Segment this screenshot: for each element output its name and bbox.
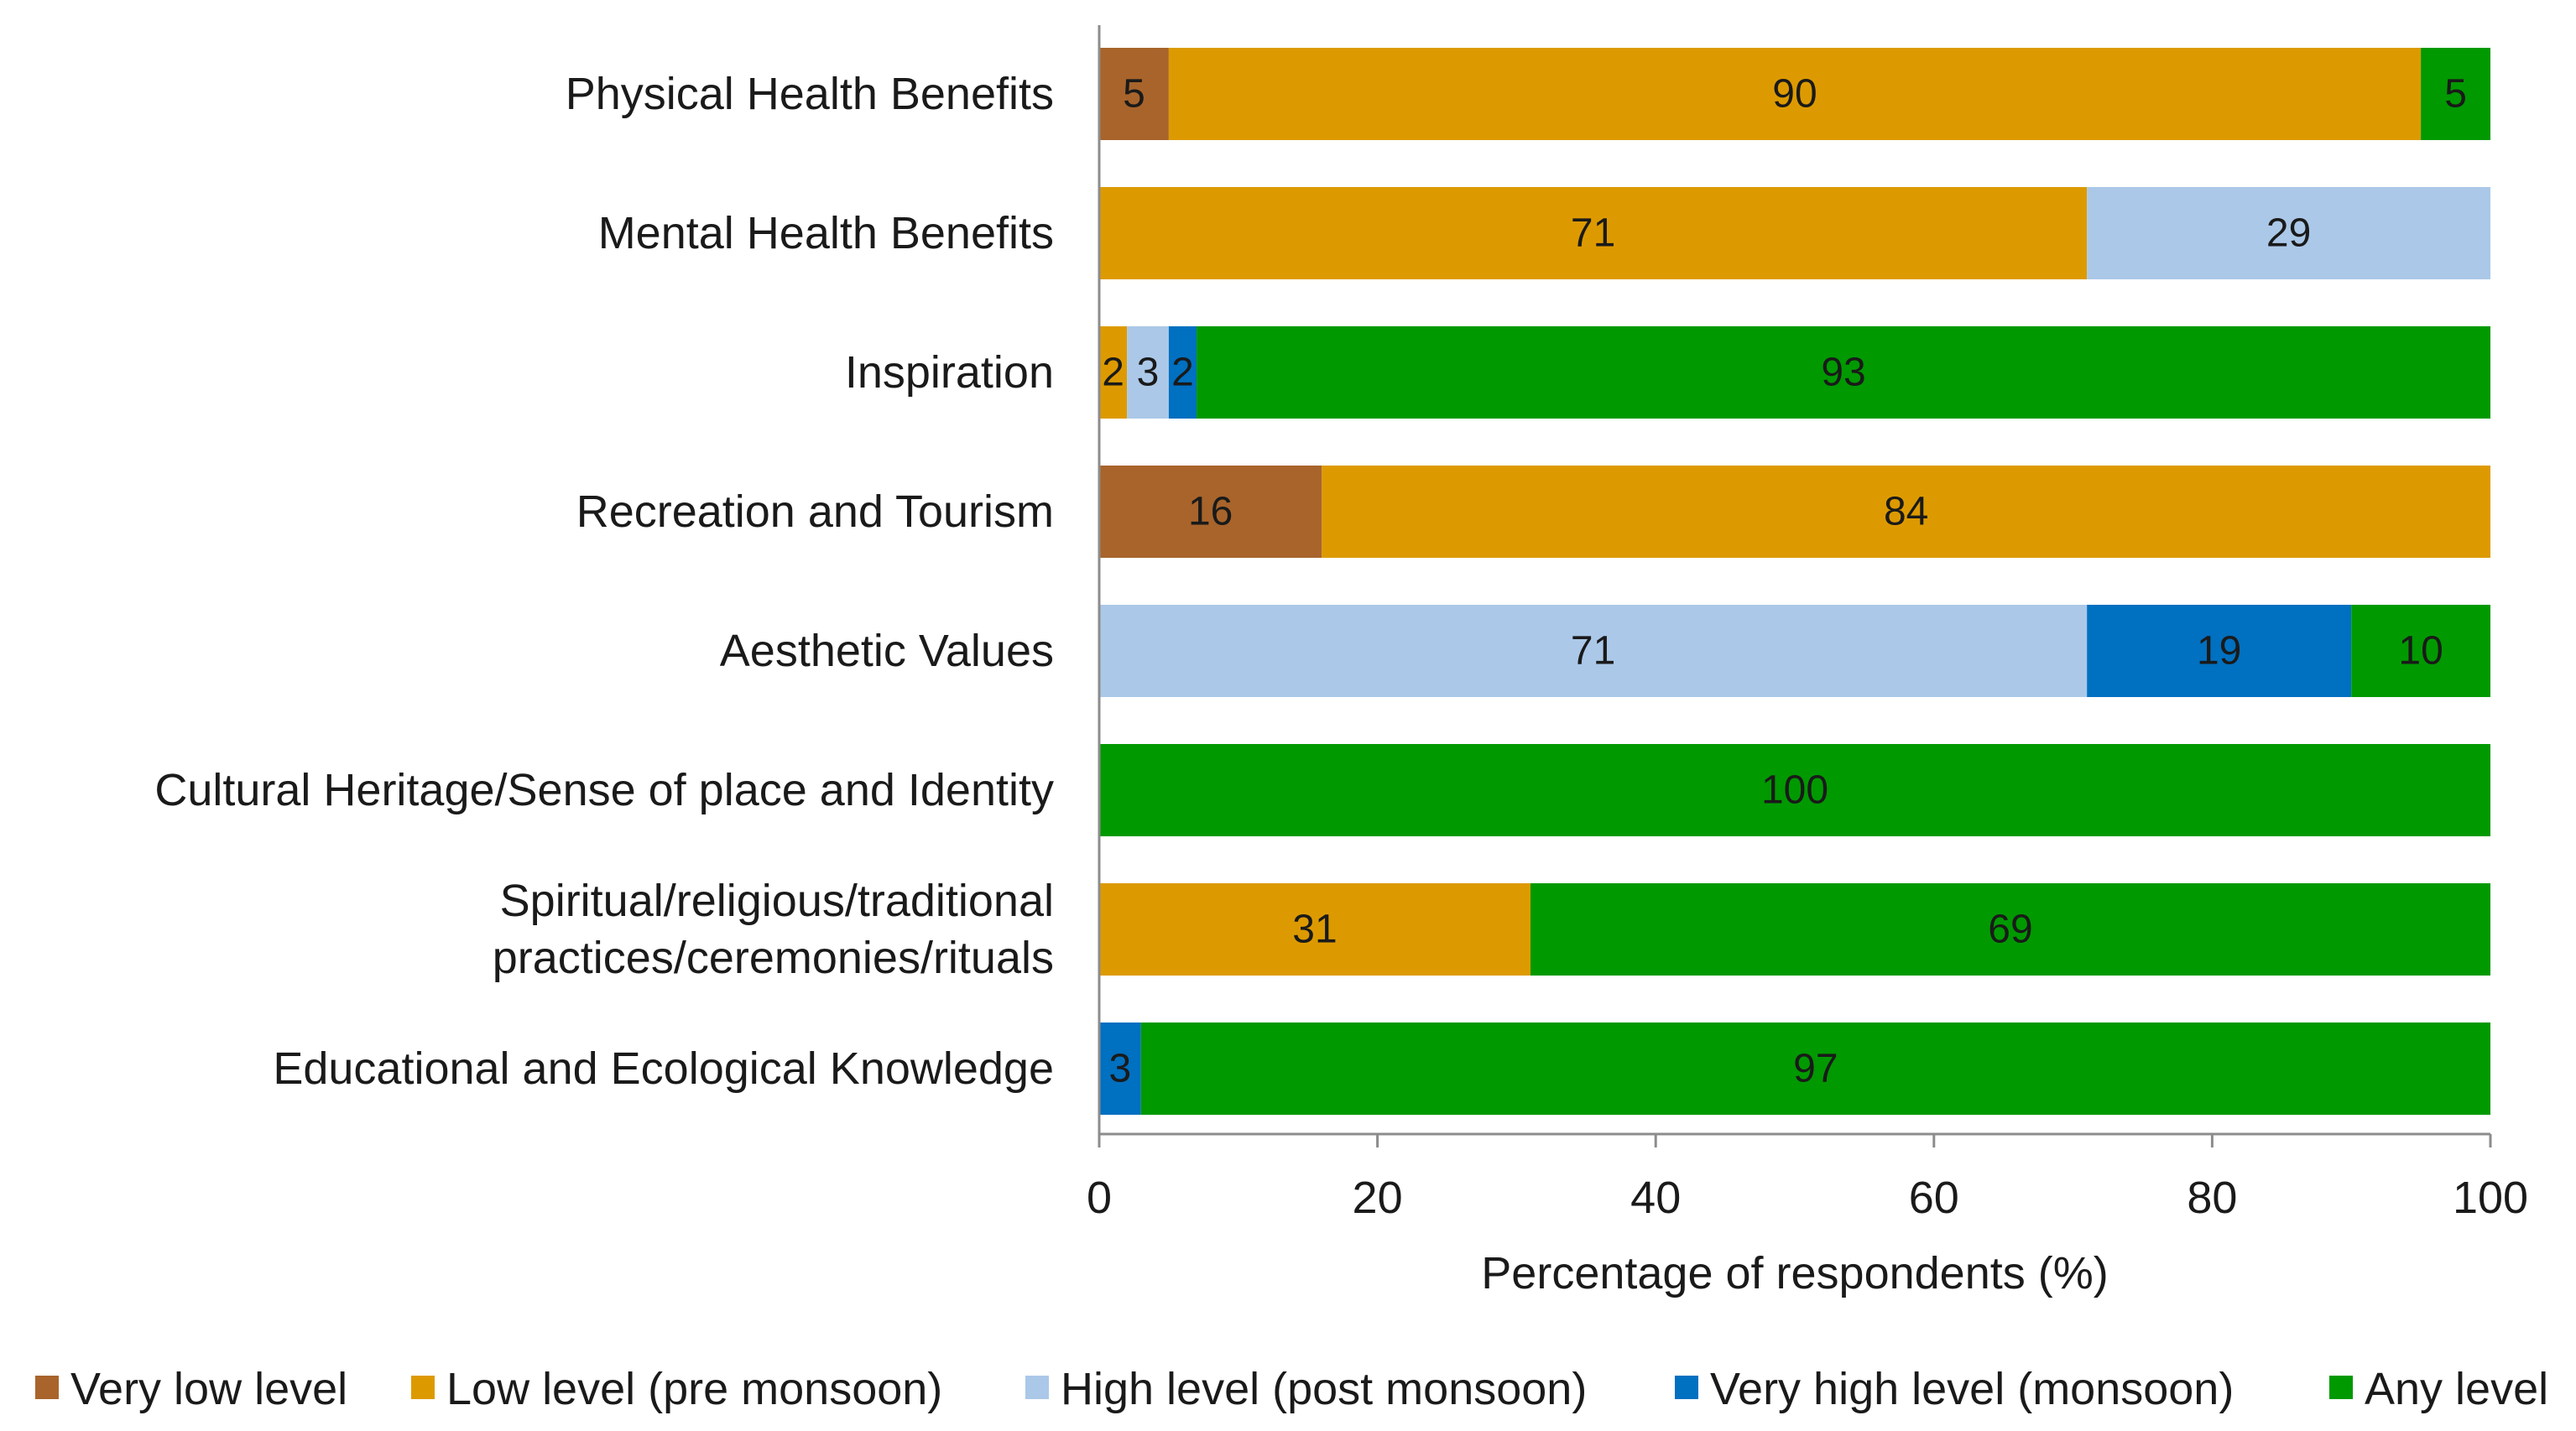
category-label: Recreation and Tourism: [576, 487, 1054, 537]
bar-segment: [1168, 326, 1197, 419]
legend: Very low level Low level (pre monsoon) Hig…: [35, 1364, 2548, 1414]
data-label: 69: [1988, 908, 2032, 952]
data-label: 2: [1171, 351, 1194, 395]
data-label: 3: [1137, 351, 1160, 395]
category-label: Physical Health Benefits: [566, 69, 1054, 119]
data-label: 29: [2266, 211, 2311, 256]
data-label: 71: [1571, 629, 1615, 674]
x-tick-label: 20: [1353, 1173, 1403, 1223]
bar-segment: [1140, 1023, 2490, 1115]
bar-segment: [2421, 48, 2490, 140]
bar-segment: [1099, 466, 1322, 558]
legend-label: Very high level (monsoon): [1710, 1364, 2234, 1414]
category-label: Spiritual/religious/traditional practices…: [493, 876, 1054, 983]
x-tick-label: 100: [2453, 1173, 2528, 1223]
bar-segment: [1099, 1023, 1141, 1115]
category-label: Inspiration: [845, 347, 1054, 398]
x-tick-label: 60: [1909, 1173, 1959, 1223]
legend-swatch: [35, 1376, 59, 1399]
data-label: 71: [1571, 211, 1615, 256]
bar-segment: [1168, 48, 2422, 140]
data-label: 97: [1793, 1047, 1838, 1091]
legend-label: Low level (pre monsoon): [446, 1364, 942, 1414]
x-tick-label: 40: [1630, 1173, 1681, 1223]
bars-layer: [1099, 48, 2490, 1115]
bar-segment: [2087, 605, 2352, 697]
data-label: 3: [1109, 1047, 1132, 1091]
bar-segment: [1322, 466, 2490, 558]
legend-swatch: [2329, 1376, 2353, 1399]
legend-label: High level (post monsoon): [1061, 1364, 1587, 1414]
data-label: 5: [1123, 72, 1145, 117]
category-label: Mental Health Benefits: [598, 208, 1054, 258]
category-label: Aesthetic Values: [720, 626, 1054, 676]
bar-segment: [1099, 883, 1530, 976]
bar-segment: [1530, 883, 2490, 976]
bar-segment: [2351, 605, 2490, 697]
legend-swatch: [1025, 1376, 1049, 1399]
category-labels: Physical Health Benefits Mental Health Be…: [154, 69, 1054, 1094]
bar-segment: [1099, 744, 2490, 836]
legend-label: Very low level: [70, 1364, 347, 1414]
data-label: 10: [2398, 629, 2443, 674]
bar-segment: [2087, 187, 2490, 279]
data-label: 93: [1821, 351, 1865, 395]
x-axis-ticks: 0 20 40 60 80 100: [1087, 1134, 2528, 1223]
bar-segment: [1099, 605, 2088, 697]
data-label: 5: [2444, 72, 2467, 117]
category-label: Educational and Ecological Knowledge: [273, 1043, 1054, 1094]
legend-label: Any level: [2365, 1364, 2548, 1414]
data-label: 2: [1102, 351, 1124, 395]
data-label: 100: [1761, 768, 1828, 813]
data-label: 90: [1772, 72, 1817, 117]
x-tick-label: 80: [2187, 1173, 2237, 1223]
legend-swatch: [411, 1376, 435, 1399]
bar-segment: [1127, 326, 1169, 419]
bar-segment: [1197, 326, 2490, 419]
category-label: Cultural Heritage/Sense of place and Ide…: [154, 765, 1054, 815]
data-label: 31: [1292, 908, 1337, 952]
legend-swatch: [1675, 1376, 1698, 1399]
data-label: 84: [1884, 490, 1928, 534]
x-axis-title: Percentage of respondents (%): [1481, 1248, 2108, 1298]
data-label: 19: [2197, 629, 2241, 674]
bar-segment: [1099, 48, 1169, 140]
bar-segment: [1099, 326, 1128, 419]
data-label: 16: [1188, 490, 1233, 534]
bar-segment: [1099, 187, 2088, 279]
x-tick-label: 0: [1087, 1173, 1112, 1223]
